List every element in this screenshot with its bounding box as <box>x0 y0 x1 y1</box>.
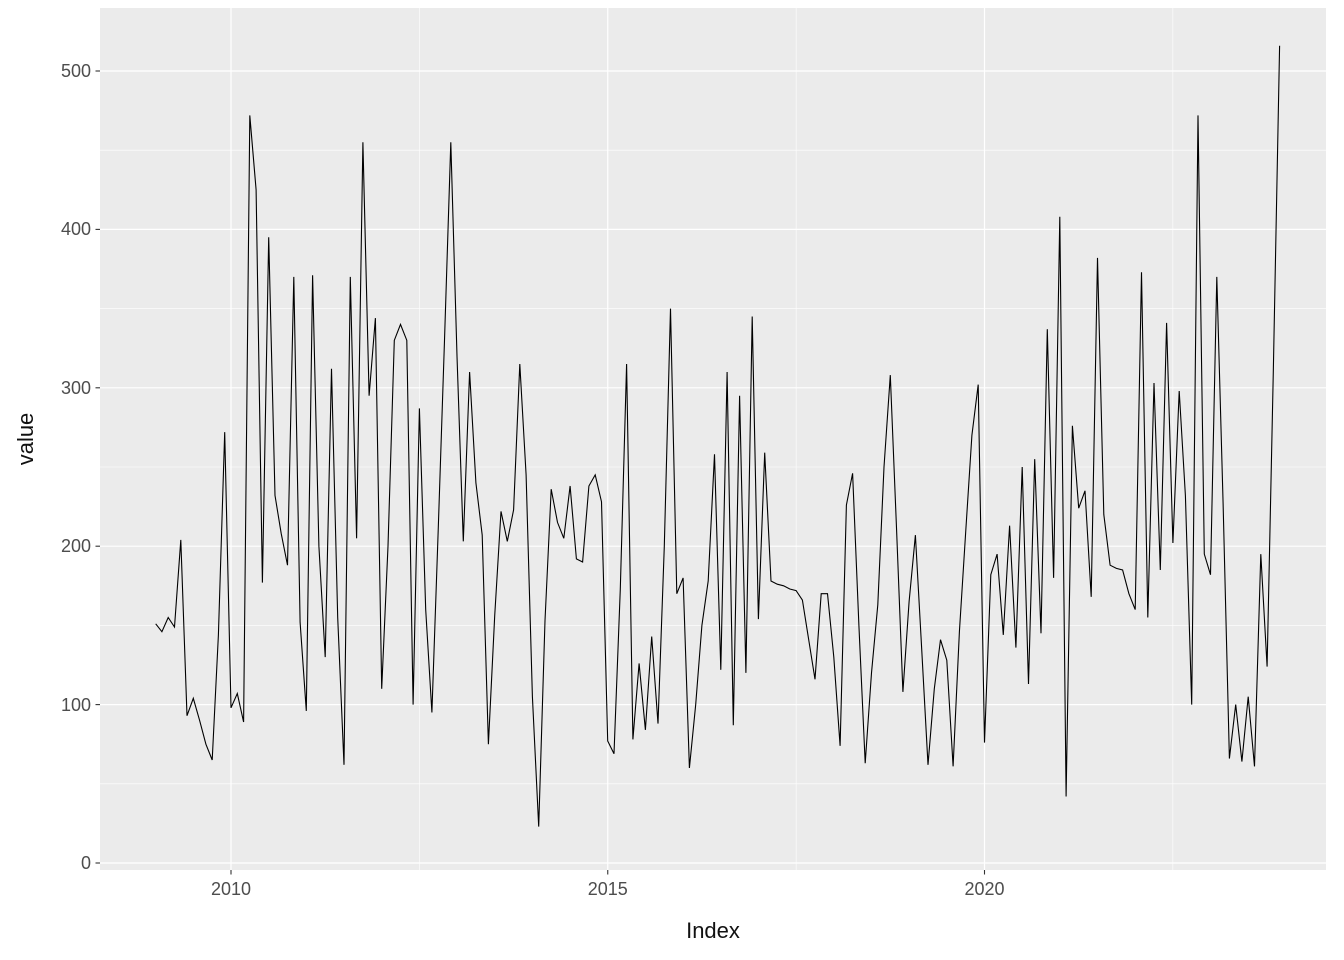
y-tick-label-0: 0 <box>80 853 91 873</box>
y-tick-label-200: 200 <box>60 536 91 557</box>
y-tick-label-300: 300 <box>60 377 91 398</box>
data-line-series-value <box>155 45 1281 827</box>
y-tick-label-500: 500 <box>60 61 91 81</box>
y-axis-title: value <box>13 412 38 466</box>
x-axis-title: Index <box>686 918 740 943</box>
x-tick-label-2020: 2020 <box>964 879 1005 899</box>
x-tick-label-2015: 2015 <box>587 879 628 899</box>
y-tick-label-100: 100 <box>60 694 91 715</box>
chart-panel <box>100 8 1326 870</box>
x-tick-label-2010: 2010 <box>210 879 252 899</box>
y-tick-label-400: 400 <box>60 219 91 240</box>
